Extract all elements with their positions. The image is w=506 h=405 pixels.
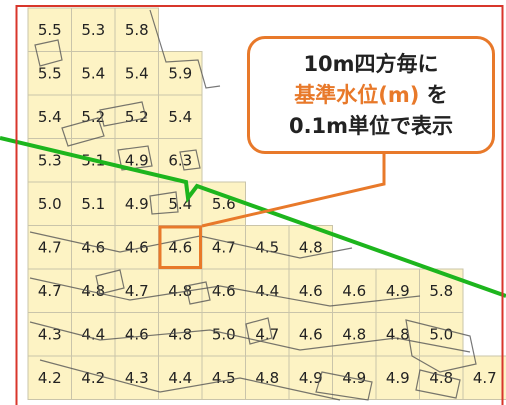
grid-cell-value: 4.8 — [81, 282, 105, 300]
grid-cell-value: 4.6 — [125, 325, 149, 343]
grid-cell-value: 4.9 — [299, 369, 323, 387]
grid-cell-value: 4.8 — [386, 325, 410, 343]
grid-cell-value: 4.8 — [299, 238, 323, 256]
grid-cell-value: 4.4 — [81, 325, 105, 343]
grid-cell-value: 4.4 — [168, 369, 192, 387]
grid-cell-value: 4.2 — [38, 369, 62, 387]
grid-cell-value: 4.8 — [168, 325, 192, 343]
grid-cell-value: 5.0 — [38, 195, 62, 213]
grid-cell-value: 4.6 — [342, 282, 366, 300]
callout-line-1: 10m四方毎に — [250, 49, 492, 80]
callout-line-2: 基準水位(m) を — [250, 80, 492, 111]
grid-cell-value: 4.9 — [125, 195, 149, 213]
callout-line-3: 0.1m単位で表示 — [250, 111, 492, 142]
callout-box: 10m四方毎に 基準水位(m) を 0.1m単位で表示 — [247, 36, 495, 154]
grid-cell-value: 4.9 — [386, 369, 410, 387]
grid-cell-value: 5.5 — [38, 64, 62, 82]
grid-cell-value: 4.6 — [299, 325, 323, 343]
callout-highlight-text: 基準水位(m) — [294, 83, 419, 107]
grid-cell-value: 5.3 — [81, 21, 105, 39]
grid-cell-value: 5.3 — [38, 151, 62, 169]
grid-cell-value: 5.0 — [212, 325, 236, 343]
grid-cell-value: 4.6 — [81, 238, 105, 256]
grid-cell-value: 5.5 — [38, 21, 62, 39]
grid-cell-value: 5.4 — [168, 108, 192, 126]
grid-cell-value: 5.8 — [429, 282, 453, 300]
grid-cell-value: 5.1 — [81, 195, 105, 213]
grid-cell-value: 4.8 — [342, 325, 366, 343]
grid-cell-value: 5.4 — [38, 108, 62, 126]
grid-cell-value: 5.4 — [81, 64, 105, 82]
grid-cell-value: 4.6 — [212, 282, 236, 300]
grid-cell-value: 4.9 — [342, 369, 366, 387]
grid-cell-value: 4.7 — [38, 238, 62, 256]
grid-cell-value: 4.3 — [38, 325, 62, 343]
grid-cell-value: 4.5 — [255, 238, 279, 256]
grid-cell-value: 4.6 — [299, 282, 323, 300]
grid-cell-value: 4.7 — [473, 369, 497, 387]
grid-cell-value: 4.6 — [168, 238, 192, 256]
callout-line-2-rest: を — [419, 83, 447, 107]
grid-cell-value: 5.8 — [125, 21, 149, 39]
grid-cell-value: 5.4 — [125, 64, 149, 82]
grid-cell-value: 5.0 — [429, 325, 453, 343]
grid-cell-value: 4.5 — [212, 369, 236, 387]
grid-cell-value: 4.4 — [255, 282, 279, 300]
grid-cell-value: 5.9 — [168, 64, 192, 82]
